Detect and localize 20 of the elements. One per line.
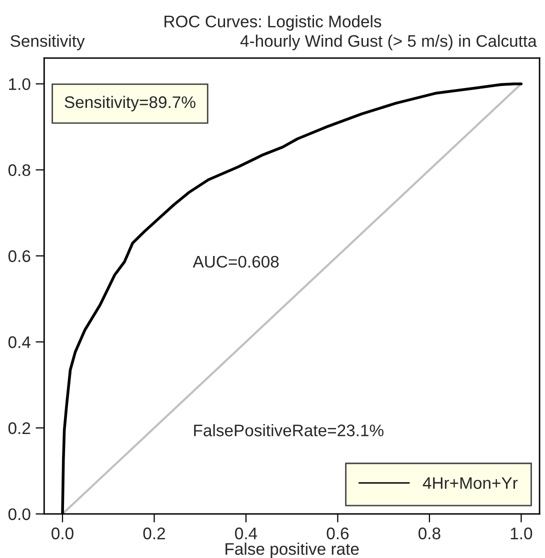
y-tick-label: 0.0 [8,508,30,520]
x-tick-label: 0.0 [52,528,74,540]
y-axis-title: Sensitivity [10,34,85,50]
y-tick-label: 1.0 [9,78,30,90]
y-tick-label: 0.4 [8,336,30,348]
x-tick-label: 0.8 [418,528,440,540]
x-tick-label: 0.6 [326,528,349,540]
chart-title: ROC Curves: Logistic Models [164,15,382,31]
y-tick-label: 0.8 [8,164,30,176]
annotation: FalsePositiveRate=23.1% [194,424,384,436]
legend-label: 4Hr+Mon+Yr [422,477,518,489]
x-tick-label: 1.0 [510,528,532,540]
y-tick-label: 0.6 [8,250,30,262]
chart-subtitle: 4-hourly Wind Gust (> 5 m/s) in Calcutta [240,34,537,50]
x-axis-title: False positive rate [226,542,359,558]
annotation: AUC=0.608 [192,256,279,268]
y-tick-label: 0.2 [8,422,30,434]
annotation: Sensitivity=89.7% [64,96,196,112]
x-tick-label: 0.2 [143,528,165,540]
x-tick-label: 0.4 [235,528,258,540]
